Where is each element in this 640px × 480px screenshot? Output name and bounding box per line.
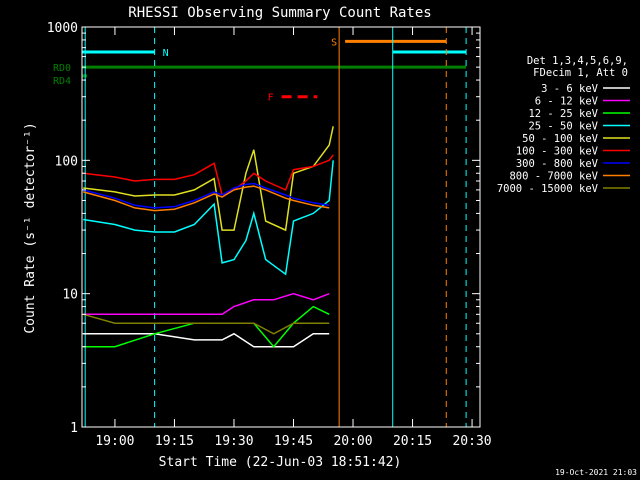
legend-header-1: FDecim 1, Att 0 xyxy=(533,67,628,79)
legend-label-8: 7000 - 15000 keV xyxy=(497,183,599,195)
y-tick-label-100: 100 xyxy=(55,154,78,169)
series-line-3 xyxy=(83,160,334,276)
y-tick-label-10: 10 xyxy=(62,288,78,303)
series-line-5 xyxy=(83,154,334,197)
legend-label-0: 3 - 6 keV xyxy=(541,83,599,95)
y-axis: 1 10 100 1000 xyxy=(47,21,480,436)
series-line-2 xyxy=(83,305,330,348)
flag-label-s: S xyxy=(331,37,337,48)
x-tick-label-19:30: 19:30 xyxy=(214,434,253,449)
x-tick-label-19:15: 19:15 xyxy=(155,434,194,449)
x-axis-label: Start Time (22-Jun-03 18:51:42) xyxy=(159,455,402,470)
x-tick-label-20:30: 20:30 xyxy=(452,434,491,449)
chart-title: RHESSI Observing Summary Count Rates xyxy=(128,5,431,21)
series-line-0 xyxy=(83,332,330,348)
x-axis: 19:00 19:15 19:30 19:45 20:00 20:15 20:30 xyxy=(95,27,492,449)
legend-header-0: Det 1,3,4,5,6,9, xyxy=(527,55,628,67)
legend-label-1: 6 - 12 keV xyxy=(535,96,599,108)
y-tick-label-1000: 1000 xyxy=(47,21,78,36)
footer-date: 19-Oct-2021 21:03 xyxy=(555,468,637,477)
y-axis-label: Count Rate (s⁻¹ detector⁻¹) xyxy=(23,122,38,333)
series-line-8 xyxy=(82,313,330,335)
legend-label-2: 12 - 25 keV xyxy=(528,108,598,120)
legend-label-5: 100 - 300 keV xyxy=(516,146,599,158)
plot-frame xyxy=(81,26,481,428)
x-tick-label-20:00: 20:00 xyxy=(333,434,372,449)
x-tick-label-19:45: 19:45 xyxy=(274,434,313,449)
x-tick-label-20:15: 20:15 xyxy=(393,434,432,449)
series-line-1 xyxy=(83,292,330,316)
plot-area: N S F RD0 RD4 xyxy=(53,27,467,427)
flag-label-rd0: RD0 xyxy=(53,63,71,74)
flag-label-rd4: RD4 xyxy=(53,76,71,87)
y-tick-label-1: 1 xyxy=(70,421,78,436)
flag-label-f: F xyxy=(268,93,274,104)
x-tick-label-19:00: 19:00 xyxy=(95,434,134,449)
series-line-4 xyxy=(83,126,334,232)
series-line-7 xyxy=(83,185,330,212)
flag-label-n: N xyxy=(163,48,169,59)
legend-label-7: 800 - 7000 keV xyxy=(509,171,598,183)
series-line-6 xyxy=(83,182,330,209)
legend: Det 1,3,4,5,6,9,FDecim 1, Att 0 3 - 6 keV… xyxy=(497,55,630,195)
legend-label-6: 300 - 800 keV xyxy=(516,158,599,170)
legend-label-4: 50 - 100 keV xyxy=(522,133,599,145)
legend-label-3: 25 - 50 keV xyxy=(528,121,598,133)
